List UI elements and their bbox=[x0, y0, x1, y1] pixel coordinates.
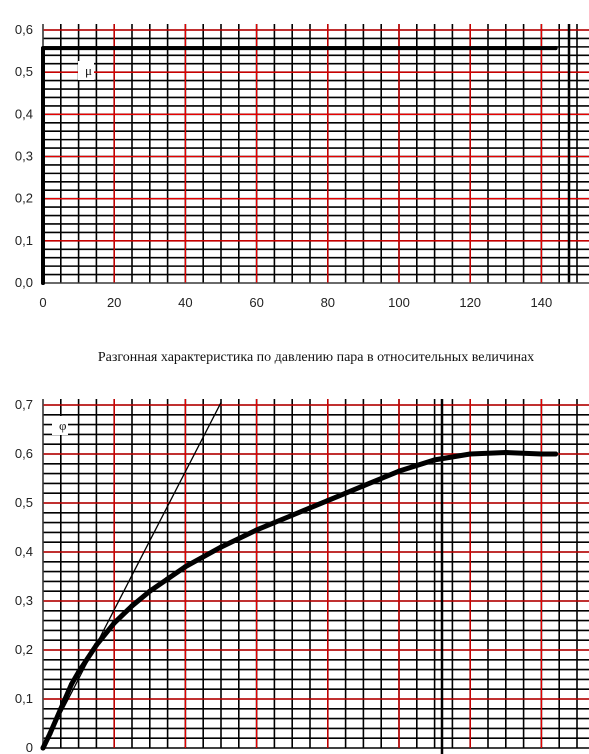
data-point bbox=[467, 451, 473, 457]
x-tick-label: 40 bbox=[178, 295, 192, 310]
data-point bbox=[165, 576, 171, 582]
series-line bbox=[40, 450, 559, 751]
data-point bbox=[182, 564, 188, 570]
x-tick-label: 140 bbox=[531, 295, 553, 310]
y-tick-label: 0,3 bbox=[15, 593, 33, 608]
data-point bbox=[76, 669, 82, 675]
y-tick-label: 0,3 bbox=[15, 149, 33, 164]
data-point bbox=[40, 745, 46, 751]
chart-title: Разгонная характеристика по давлению пар… bbox=[98, 350, 534, 365]
data-point bbox=[289, 512, 295, 518]
data-point bbox=[432, 457, 438, 463]
data-point bbox=[553, 46, 558, 51]
x-tick-label: 120 bbox=[459, 295, 481, 310]
y-tick-label: 0,7 bbox=[15, 397, 33, 412]
y-tick-label: 0,5 bbox=[15, 64, 33, 79]
data-point bbox=[325, 498, 331, 504]
series-label-box bbox=[52, 416, 68, 435]
y-tick-label: 0,6 bbox=[15, 22, 33, 37]
data-point bbox=[360, 483, 366, 489]
x-tick-label: 20 bbox=[107, 295, 121, 310]
tangent-line bbox=[42, 402, 222, 749]
data-point bbox=[47, 730, 53, 736]
y-tick-label: 0,4 bbox=[15, 544, 33, 559]
series-label: φ bbox=[59, 418, 67, 433]
data-point bbox=[538, 451, 544, 457]
y-tick-label: 0 bbox=[26, 740, 33, 754]
x-tick-label: 0 bbox=[39, 295, 46, 310]
x-tick-label: 60 bbox=[249, 295, 263, 310]
y-tick-label: 0,5 bbox=[15, 495, 33, 510]
data-point bbox=[254, 527, 260, 533]
x-tick-label: 100 bbox=[388, 295, 410, 310]
data-point bbox=[147, 588, 153, 594]
y-tick-label: 0,2 bbox=[15, 191, 33, 206]
y-tick-label: 0,1 bbox=[15, 233, 33, 248]
data-point bbox=[58, 706, 64, 712]
series-label-box bbox=[78, 61, 94, 80]
data-point bbox=[41, 281, 45, 285]
data-point bbox=[41, 46, 45, 51]
data-point bbox=[218, 544, 224, 550]
y-tick-label: 0,0 bbox=[15, 275, 33, 290]
y-tick-label: 0,6 bbox=[15, 446, 33, 461]
chart-phi: 0 0,1 0,2 0,3 0,4 0,5 0,6 0,7 φ bbox=[15, 397, 589, 754]
data-point bbox=[93, 642, 99, 648]
y-tick-label: 0,2 bbox=[15, 642, 33, 657]
data-point bbox=[503, 450, 509, 456]
data-point bbox=[553, 451, 559, 457]
y-tick-label: 0,4 bbox=[15, 106, 33, 121]
data-point bbox=[396, 468, 402, 474]
x-tick-label: 80 bbox=[321, 295, 335, 310]
data-point bbox=[129, 603, 135, 609]
data-point bbox=[68, 681, 74, 687]
data-point bbox=[111, 620, 117, 626]
chart-mu: 0,0 0,1 0,2 0,3 0,4 0,5 0,6 0 20 40 60 80 100 120 140 μ bbox=[15, 22, 589, 310]
y-tick-label: 0,1 bbox=[15, 691, 33, 706]
series-label: μ bbox=[85, 63, 92, 78]
